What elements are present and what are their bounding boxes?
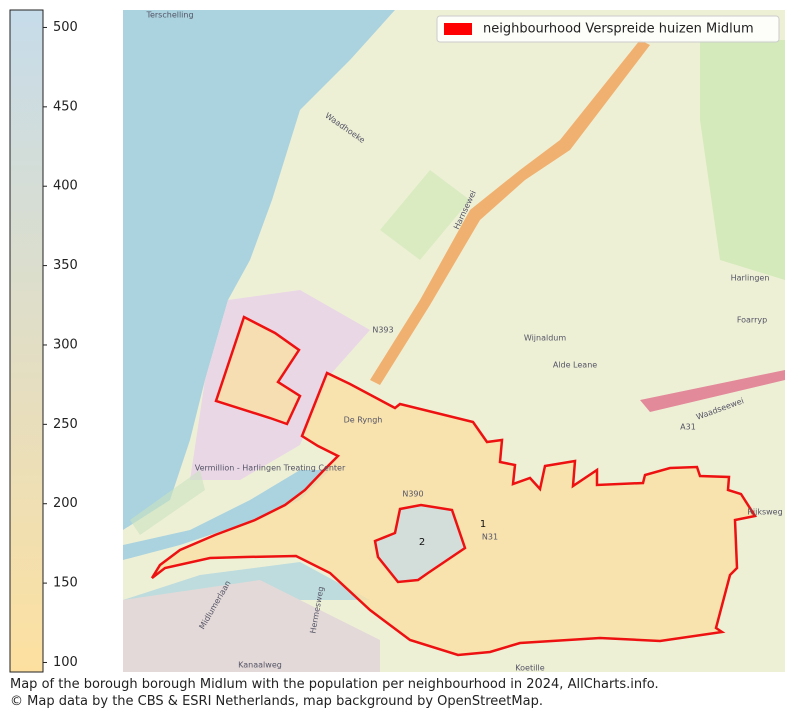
map-label: Rijksweg (747, 508, 782, 517)
map-label: Alde Leane (553, 361, 597, 370)
map-label: Harlingen (731, 274, 770, 283)
map-background (123, 10, 785, 672)
map-label: Vermillion - Harlingen Treating Center (195, 464, 346, 473)
colorbar-tick-label: 400 (53, 179, 78, 194)
colorbar-tick-label: 200 (53, 496, 78, 511)
map-label: N390 (402, 490, 423, 499)
neighbourhood-label: 2 (419, 537, 425, 548)
legend-swatch (444, 23, 472, 35)
neighbourhood-area (150, 315, 758, 657)
legend-label: neighbourhood Verspreide huizen Midlum (483, 22, 754, 37)
map-label: De Ryngh (344, 416, 383, 425)
map-label: N393 (372, 326, 393, 335)
map-label: Koetille (515, 664, 544, 673)
map-label: Terschelling (145, 11, 193, 20)
legend: neighbourhood Verspreide huizen Midlum (436, 15, 780, 43)
colorbar-tick-label: 250 (53, 417, 78, 432)
map-label: Wijnaldum (524, 334, 567, 343)
map-label: Kanaalweg (238, 661, 282, 670)
caption-line: © Map data by the CBS & ESRI Netherlands… (10, 694, 543, 709)
neighbourhood-label: 1 (480, 519, 486, 530)
colorbar-ticks: 100 150 200 250 300 350 400 450 500 (43, 20, 78, 670)
map-label: Foarryp (737, 316, 767, 325)
map-label: A31 (680, 423, 696, 432)
legend-box (436, 15, 780, 43)
neighbourhood-area (373, 503, 467, 584)
colorbar-tick-label: 350 (53, 258, 78, 273)
map-label: N31 (482, 533, 498, 542)
colorbar (9, 9, 44, 673)
colorbar-tick-label: 300 (53, 337, 78, 352)
colorbar-tick-label: 500 (53, 20, 78, 35)
colorbar-tick-label: 150 (53, 576, 78, 591)
map-chart: 12 neighbourhood Verspreide huizen Midlu… (9, 9, 785, 673)
neighbourhood-layer: 12 (150, 315, 758, 657)
caption-line: Map of the borough borough Midlum with t… (10, 677, 659, 692)
colorbar-tick-label: 450 (53, 99, 78, 114)
colorbar-tick-label: 100 (53, 655, 78, 670)
